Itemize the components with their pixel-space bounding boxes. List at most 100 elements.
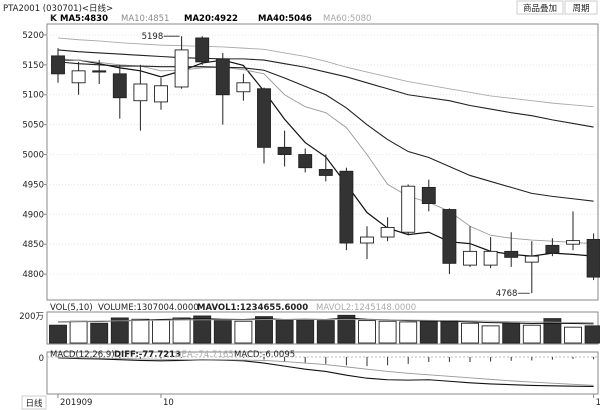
price-tick-label: 4800 [22,270,44,280]
candle-body-up [463,250,477,266]
ma-line-ma20 [57,61,594,202]
candle [298,148,313,173]
candle-body-up [380,227,395,238]
price-annotations: 5198 4768 [142,32,530,299]
candle [463,226,477,267]
candle-body-down [92,70,107,73]
candle [92,60,107,84]
ma-line-ma10 [57,58,594,245]
candle-body-down [318,169,333,176]
volume-bar [49,324,67,344]
candle-body-down [257,88,271,148]
candle [442,208,457,275]
volume-bar [399,321,418,344]
candle-body-down [421,186,436,204]
candle [380,217,395,242]
price-tick-label: 4850 [22,240,44,250]
diff-line [57,357,594,387]
candle-body-down [545,244,560,254]
chart-title: PTA2001 (030701)<日线> [3,3,113,14]
candle-body-down [586,238,600,278]
ma-legend-item: MA60:5080 [323,14,371,24]
volume-bar [522,324,541,344]
price-tick-label: 5150 [22,61,44,71]
candle [339,167,354,251]
volume-bar [110,317,129,344]
volume-bars [49,314,600,344]
candle-body-up [401,185,416,233]
candle [51,48,65,83]
candle-body-down [504,250,519,258]
period-button-label: 周期 [572,4,589,14]
candle [360,226,374,260]
candle [277,130,292,167]
candle [215,52,230,125]
candle [421,179,436,212]
period-button[interactable]: 周期 [564,0,598,15]
macd-histogram [47,356,598,367]
candle-body-down [442,209,457,264]
candle [174,36,189,89]
candle-body-down [51,55,65,75]
volume-label: VOL(5,10) [50,303,93,313]
candle [524,241,539,294]
candle [236,73,251,101]
candle-body-down [298,154,313,169]
price-axis: 4800 4850 4900 4950 5000 5050 5100 5150 5200 [22,31,598,280]
date-tick-label: 201909 [60,398,92,408]
candle-body-up [236,82,251,93]
volume-bar [296,319,315,344]
volume-bar [152,319,170,344]
candle [566,211,580,251]
macd-panel-frame [46,351,599,395]
candle-body-down [112,73,127,99]
candle-body-down [195,37,210,63]
candle-body-down [277,146,292,155]
price-tick-label: 4950 [22,180,44,190]
dea-line [57,356,594,386]
candlesticks [51,36,600,294]
main-panel-frame [46,23,599,301]
ma-legend-item: MA20:4922 [184,14,238,24]
volume-bar [90,322,109,344]
mavol2-line [57,318,594,324]
period-tab-label: 日线 [25,398,43,409]
volume-bar [213,320,232,344]
candle [195,36,210,65]
volume-bar [275,319,294,344]
volume-ma-lines [57,317,594,325]
candle-body-up [71,70,86,84]
ma-legend-item: MA10:4851 [121,14,169,24]
overlay-button[interactable]: 商品叠加 [516,0,564,15]
macd-lines [57,356,594,387]
high-price-label: 5198 [142,32,164,42]
volume-bar [419,320,438,344]
candle-body-up [174,49,189,88]
volume-bar [316,320,335,344]
volume-bar [131,318,150,344]
overlay-button-label: 商品叠加 [523,3,557,14]
candle-body-down [215,58,230,96]
candle-body-up [154,85,168,103]
period-tab[interactable]: 日线 [21,395,47,410]
macd-label: MACD(12,26,9) [50,350,115,360]
volume-bar [461,322,479,344]
ma-legend-item: MA5:4830 [60,14,108,24]
main-panel-label: K [50,14,58,24]
volume-bar [337,314,356,344]
candle [504,232,519,267]
volume-bar [564,326,582,344]
candle-body-up [360,236,374,244]
macd-ytick: 0 [39,354,44,364]
volume-bar [584,325,600,344]
diff-value: DIFF:-77.7213 [114,350,181,360]
candle [401,184,416,236]
candle [545,238,560,257]
candle [257,87,271,164]
macd-value: MACD:-6.0095 [234,350,295,360]
price-tick-label: 5050 [22,121,44,131]
candle [154,78,168,110]
candle [71,61,86,95]
volume-ytick: 200万 [19,312,44,322]
candle-body-up [483,250,498,266]
